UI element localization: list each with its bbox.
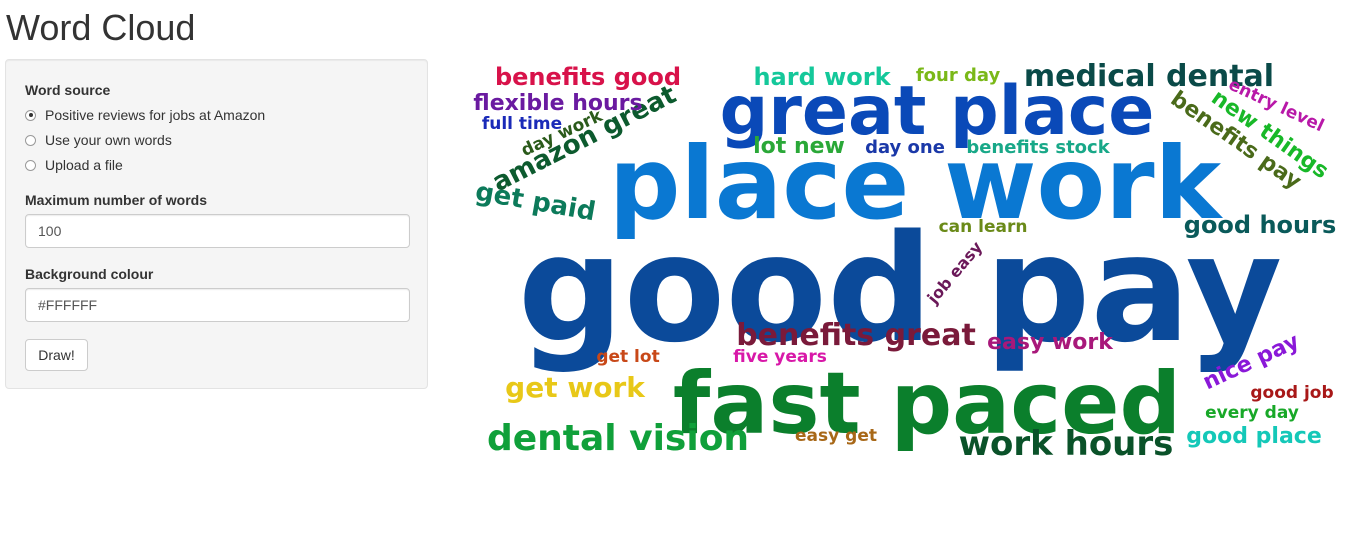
cloud-word: benefits great bbox=[736, 318, 976, 353]
cloud-word: lot new bbox=[753, 134, 845, 159]
cloud-word: full time bbox=[482, 114, 562, 134]
cloud-word: good pay bbox=[518, 203, 1283, 375]
radio-own-words[interactable]: Use your own words bbox=[25, 131, 172, 149]
radio-button[interactable] bbox=[25, 134, 36, 146]
cloud-word: work hours bbox=[959, 424, 1174, 464]
radio-label-positive-reviews: Positive reviews for jobs at Amazon bbox=[45, 107, 266, 123]
cloud-word: easy get bbox=[795, 426, 877, 446]
cloud-word: place work bbox=[609, 125, 1224, 242]
cloud-word: five years bbox=[733, 347, 827, 367]
bg-colour-label: Background colour bbox=[25, 266, 154, 282]
cloud-word: easy work bbox=[987, 330, 1114, 355]
cloud-word: good hours bbox=[1184, 211, 1336, 239]
cloud-word: fast paced bbox=[673, 354, 1181, 454]
radio-button-checked[interactable] bbox=[25, 109, 36, 121]
draw-button[interactable]: Draw! bbox=[25, 339, 88, 371]
page-title: Word Cloud bbox=[6, 7, 196, 48]
cloud-word: benefits good bbox=[495, 63, 681, 91]
cloud-word: every day bbox=[1205, 403, 1299, 423]
radio-upload-file[interactable]: Upload a file bbox=[25, 156, 123, 174]
cloud-word: get lot bbox=[596, 347, 659, 367]
cloud-word: flexible hours bbox=[473, 91, 642, 116]
cloud-word: benefits stock bbox=[966, 137, 1110, 158]
cloud-word: four day bbox=[916, 65, 1001, 86]
cloud-word: get work bbox=[505, 371, 646, 404]
bg-colour-input[interactable] bbox=[25, 288, 410, 322]
cloud-word: great place bbox=[720, 72, 1155, 151]
sidebar-panel: Word source Positive reviews for jobs at… bbox=[5, 59, 428, 389]
cloud-word: can learn bbox=[939, 217, 1028, 237]
radio-label-upload-file: Upload a file bbox=[45, 157, 123, 173]
max-words-input[interactable] bbox=[25, 214, 410, 248]
max-words-label: Maximum number of words bbox=[25, 192, 208, 208]
radio-label-own-words: Use your own words bbox=[45, 132, 172, 148]
radio-positive-reviews[interactable]: Positive reviews for jobs at Amazon bbox=[25, 106, 265, 124]
cloud-word: day one bbox=[865, 137, 945, 158]
radio-button[interactable] bbox=[25, 159, 36, 171]
cloud-word: medical dental bbox=[1024, 59, 1274, 94]
cloud-word: dental vision bbox=[487, 418, 749, 459]
word-source-label: Word source bbox=[25, 82, 111, 98]
cloud-word: good place bbox=[1186, 424, 1321, 449]
cloud-word: good job bbox=[1250, 383, 1333, 403]
cloud-word: hard work bbox=[753, 63, 891, 91]
